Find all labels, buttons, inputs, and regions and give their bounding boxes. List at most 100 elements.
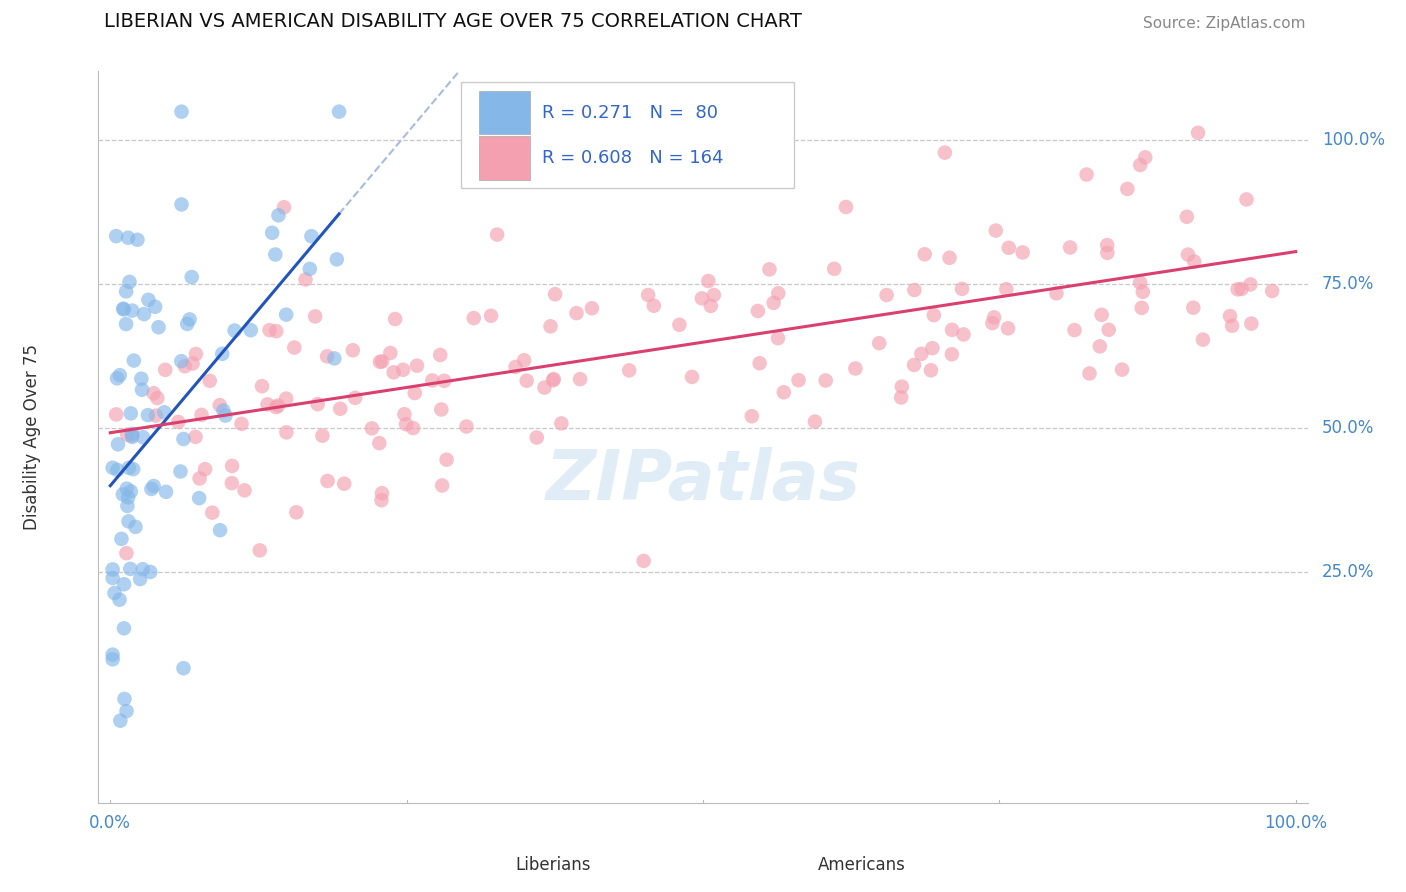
Point [127, 233, 149, 247]
Point [212, 403, 235, 417]
Point [142, 386, 165, 401]
Point [117, 230, 139, 244]
Point [121, 430, 143, 444]
Point [132, 562, 155, 576]
Point [941, 347, 963, 361]
Point [101, 571, 124, 585]
Point [394, 407, 416, 421]
Point [114, 692, 136, 706]
Point [1236, 193, 1258, 207]
Point [1182, 254, 1205, 268]
Point [513, 353, 536, 368]
Point [262, 226, 284, 240]
Point [323, 351, 346, 366]
Point [115, 317, 138, 331]
Point [1240, 317, 1263, 331]
Point [983, 310, 1005, 325]
Point [1045, 286, 1067, 301]
Point [201, 506, 224, 520]
Point [370, 493, 392, 508]
Text: Liberians: Liberians [516, 856, 591, 874]
Point [326, 252, 349, 267]
Point [299, 229, 322, 244]
Point [328, 104, 350, 119]
Point [361, 421, 384, 435]
Point [533, 381, 555, 395]
Point [430, 402, 453, 417]
FancyBboxPatch shape [461, 82, 793, 188]
Point [111, 487, 134, 501]
Point [172, 432, 194, 446]
Point [430, 478, 453, 492]
Point [283, 341, 305, 355]
Text: 0.0%: 0.0% [90, 814, 131, 832]
Point [117, 427, 139, 442]
Point [316, 350, 339, 364]
Point [124, 520, 146, 534]
Point [103, 586, 125, 600]
Point [184, 430, 207, 444]
Point [1129, 276, 1152, 290]
Point [1261, 284, 1284, 298]
Point [690, 291, 713, 305]
Point [787, 373, 810, 387]
Point [294, 272, 316, 286]
Text: 50.0%: 50.0% [1322, 419, 1375, 437]
Point [190, 408, 212, 422]
Point [505, 359, 527, 374]
Text: Source: ZipAtlas.com: Source: ZipAtlas.com [1143, 16, 1305, 31]
Point [436, 452, 458, 467]
Point [1220, 318, 1243, 333]
Point [117, 491, 139, 505]
Point [264, 247, 287, 261]
Point [122, 353, 145, 368]
Text: Americans: Americans [818, 856, 905, 874]
Point [138, 293, 160, 307]
Point [1011, 245, 1033, 260]
Point [368, 355, 391, 369]
Point [120, 562, 142, 576]
Point [173, 661, 195, 675]
Point [259, 323, 281, 337]
Point [1132, 285, 1154, 299]
Point [772, 385, 794, 400]
Point [333, 476, 356, 491]
Point [422, 374, 444, 388]
Point [741, 409, 763, 424]
Point [952, 327, 974, 342]
Text: 100.0%: 100.0% [1264, 814, 1327, 832]
Point [141, 482, 163, 496]
Point [697, 274, 720, 288]
Point [1059, 240, 1081, 254]
FancyBboxPatch shape [474, 848, 515, 882]
Point [1175, 210, 1198, 224]
Point [890, 391, 912, 405]
Point [565, 306, 588, 320]
Point [110, 532, 132, 546]
Point [139, 565, 162, 579]
Point [1187, 126, 1209, 140]
Point [276, 308, 298, 322]
Point [581, 301, 603, 316]
Point [768, 286, 790, 301]
Point [108, 368, 131, 383]
Point [273, 200, 295, 214]
Point [382, 365, 405, 379]
Point [250, 379, 273, 393]
Point [479, 309, 502, 323]
Point [153, 405, 176, 419]
Point [173, 359, 195, 374]
Point [105, 463, 128, 477]
Point [143, 300, 166, 314]
Point [122, 462, 145, 476]
Point [142, 479, 165, 493]
Point [249, 543, 271, 558]
Text: LIBERIAN VS AMERICAN DISABILITY AGE OVER 75 CORRELATION CHART: LIBERIAN VS AMERICAN DISABILITY AGE OVER… [104, 12, 803, 31]
Text: 75.0%: 75.0% [1322, 276, 1375, 293]
Text: ZIPatlas: ZIPatlas [546, 448, 860, 515]
Point [463, 311, 485, 326]
Point [543, 372, 565, 386]
Point [934, 145, 956, 160]
Point [105, 229, 128, 244]
Point [395, 417, 418, 432]
